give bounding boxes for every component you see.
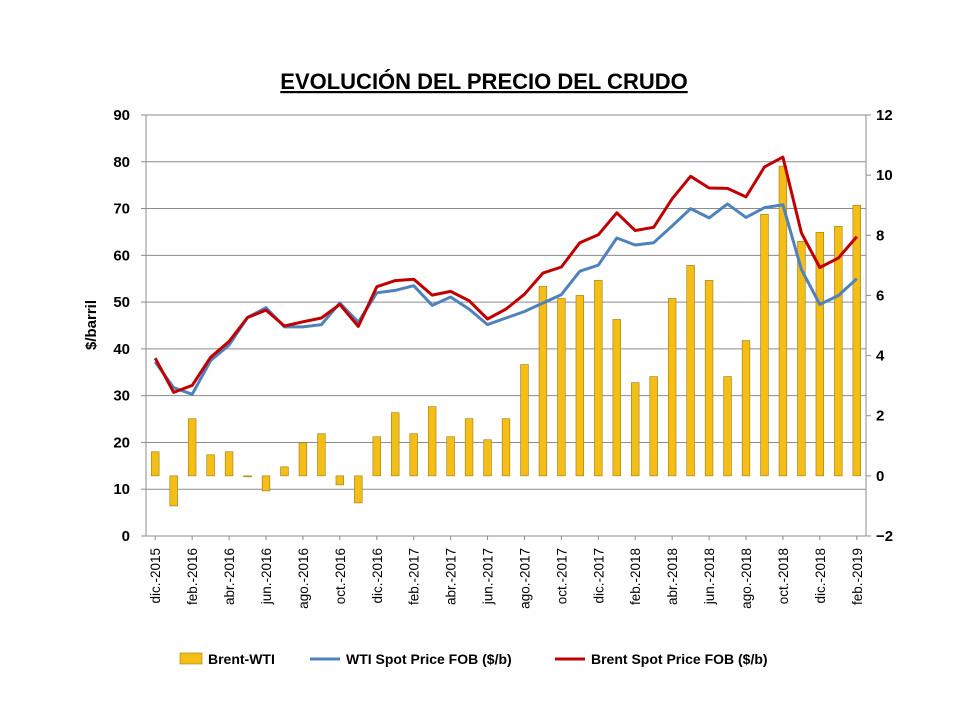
x-tick-label: jun.-2017 [481,548,496,605]
bar [151,451,160,477]
left-tick-label: 60 [113,247,130,264]
right-tick-label: 2 [876,408,884,425]
bar [446,436,455,477]
right-tick-label: 10 [876,167,893,184]
bar [723,376,732,477]
right-tick-label: 0 [876,468,884,485]
series-line [153,155,858,394]
x-tick-label: jun.-2016 [259,548,274,605]
x-tick-label: oct.-2016 [333,548,348,604]
legend: Brent-WTI WTI Spot Price FOB ($/b) Brent S… [179,651,768,667]
right-tick-label: −2 [876,528,893,545]
axes [145,114,867,537]
bar [520,364,529,477]
left-tick-label: 70 [113,201,130,218]
x-tick-label: feb.-2016 [185,548,200,605]
x-tick-label: abr.-2016 [222,548,237,605]
right-tick-label: 8 [876,227,884,244]
x-tick-label: dic.-2017 [591,548,606,604]
plot-area-border [145,114,867,537]
bar [354,475,363,504]
series-line [153,202,858,396]
left-tick-label: 0 [122,528,130,545]
x-tick-label: ago.-2017 [518,548,533,609]
bar [483,439,492,477]
bar [686,265,695,477]
bar [187,418,197,477]
left-tick-label: 20 [113,434,130,451]
bar [280,466,289,477]
x-axis-ticks: dic.-2015 feb.-2016 abr.-2016 jun.-2016 ago.… [148,536,865,609]
bar [243,475,252,478]
legend-label: Brent-WTI [208,651,275,667]
bar [834,225,843,477]
left-tick-label: 90 [113,107,130,124]
left-axis-ticks: 0 10 20 30 40 50 60 70 80 90 [113,107,146,545]
bar [797,241,806,477]
bar [760,213,769,477]
legend-swatch-brent-wti [179,652,203,665]
bar [557,298,566,477]
bar [538,286,548,477]
bar [631,382,640,477]
bar [575,295,585,477]
left-tick-label: 50 [113,294,130,311]
bar [335,475,345,486]
x-tick-label: oct.-2018 [776,548,791,604]
legend-label: WTI Spot Price FOB ($/b) [346,651,512,667]
bar [169,475,178,507]
bar [741,340,751,477]
x-tick-label: dic.-2018 [813,548,828,604]
bar [372,436,381,477]
bar [391,412,400,477]
legend-label: Brent Spot Price FOB ($/b) [591,651,768,667]
left-tick-label: 10 [113,481,130,498]
bar [409,433,418,477]
bar [649,376,658,477]
x-tick-label: abr.-2017 [444,548,459,605]
chart-title: EVOLUCIÓN DEL PRECIO DEL CRUDO [280,69,687,94]
x-tick-label: dic.-2015 [148,548,163,604]
x-tick-label: feb.-2017 [407,548,422,605]
right-axis-ticks: −2 0 2 4 6 8 10 12 [866,107,893,545]
bar [815,231,825,477]
x-tick-label: ago.-2016 [296,548,311,609]
right-tick-label: 12 [876,107,893,124]
bar [594,280,603,477]
left-axis-label: $/barril [83,300,100,350]
line-series-group [153,155,858,396]
right-tick-label: 6 [876,287,884,304]
x-tick-label: feb.-2018 [628,548,643,605]
bar [667,298,677,477]
left-tick-label: 40 [113,341,130,358]
bar [464,418,474,477]
bar [704,280,714,477]
bar [261,475,271,492]
x-tick-label: dic.-2016 [370,548,385,604]
bar [852,204,861,477]
bar [224,451,234,477]
bar [206,454,215,477]
bar-series-brent-wti [151,165,861,507]
x-tick-label: abr.-2018 [665,548,680,605]
x-tick-label: ago.-2018 [739,548,754,609]
bar [427,406,437,477]
x-tick-label: oct.-2017 [554,548,569,604]
x-tick-label: feb.-2019 [850,548,865,605]
bar [612,319,621,477]
left-tick-label: 30 [113,388,130,405]
bar [501,418,511,477]
bar [778,165,788,477]
left-tick-label: 80 [113,154,130,171]
bar [317,433,326,477]
right-tick-label: 4 [876,348,885,365]
x-tick-label: jun.-2018 [702,548,717,605]
bar [298,442,308,477]
